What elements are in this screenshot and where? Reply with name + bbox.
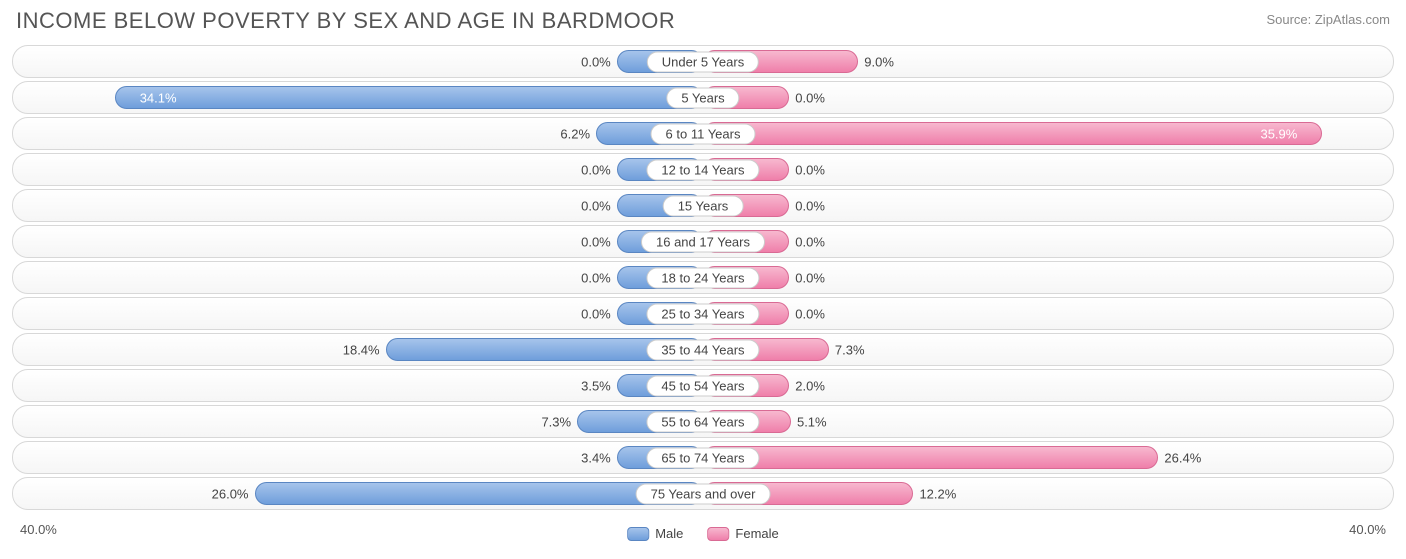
- value-label-female: 35.9%: [1260, 126, 1297, 141]
- category-label: 6 to 11 Years: [651, 123, 756, 144]
- legend-swatch-male: [627, 527, 649, 541]
- chart-row: 3.4% 26.4% 65 to 74 Years: [12, 441, 1394, 474]
- category-label: 45 to 54 Years: [646, 375, 759, 396]
- chart-row: 0.0% 0.0% 15 Years: [12, 189, 1394, 222]
- value-label-female: 0.0%: [795, 162, 825, 177]
- chart-row: 6.2% 35.9% 6 to 11 Years: [12, 117, 1394, 150]
- value-label-male: 34.1%: [140, 90, 177, 105]
- bar-female: [703, 446, 1158, 469]
- value-label-male: 26.0%: [212, 486, 249, 501]
- category-label: 5 Years: [666, 87, 739, 108]
- value-label-female: 0.0%: [795, 306, 825, 321]
- value-label-male: 0.0%: [581, 162, 611, 177]
- category-label: 18 to 24 Years: [646, 267, 759, 288]
- value-label-female: 7.3%: [835, 342, 865, 357]
- category-label: 16 and 17 Years: [641, 231, 765, 252]
- value-label-male: 3.4%: [581, 450, 611, 465]
- bar-female: [703, 122, 1322, 145]
- value-label-female: 9.0%: [864, 54, 894, 69]
- chart-row: 18.4% 7.3% 35 to 44 Years: [12, 333, 1394, 366]
- axis-label-left: 40.0%: [20, 522, 57, 537]
- legend-item-female: Female: [707, 526, 778, 541]
- category-label: 25 to 34 Years: [646, 303, 759, 324]
- value-label-male: 6.2%: [560, 126, 590, 141]
- legend-swatch-female: [707, 527, 729, 541]
- value-label-male: 7.3%: [541, 414, 571, 429]
- value-label-male: 0.0%: [581, 234, 611, 249]
- value-label-male: 0.0%: [581, 306, 611, 321]
- value-label-female: 2.0%: [795, 378, 825, 393]
- legend-item-male: Male: [627, 526, 683, 541]
- chart-row: 0.0% 9.0% Under 5 Years: [12, 45, 1394, 78]
- chart-row: 7.3% 5.1% 55 to 64 Years: [12, 405, 1394, 438]
- value-label-male: 18.4%: [343, 342, 380, 357]
- chart-title: INCOME BELOW POVERTY BY SEX AND AGE IN B…: [16, 8, 675, 34]
- value-label-female: 0.0%: [795, 90, 825, 105]
- value-label-female: 5.1%: [797, 414, 827, 429]
- value-label-female: 0.0%: [795, 234, 825, 249]
- chart-row: 0.0% 0.0% 25 to 34 Years: [12, 297, 1394, 330]
- chart-row: 0.0% 0.0% 16 and 17 Years: [12, 225, 1394, 258]
- legend: Male Female: [627, 526, 779, 541]
- value-label-female: 26.4%: [1164, 450, 1201, 465]
- legend-label-female: Female: [735, 526, 778, 541]
- category-label: 55 to 64 Years: [646, 411, 759, 432]
- value-label-female: 12.2%: [919, 486, 956, 501]
- legend-label-male: Male: [655, 526, 683, 541]
- chart-area: 0.0% 9.0% Under 5 Years 34.1% 0.0% 5 Years 6.2…: [12, 45, 1394, 514]
- bar-male: [115, 86, 703, 109]
- value-label-female: 0.0%: [795, 270, 825, 285]
- value-label-male: 3.5%: [581, 378, 611, 393]
- value-label-female: 0.0%: [795, 198, 825, 213]
- chart-row: 0.0% 0.0% 18 to 24 Years: [12, 261, 1394, 294]
- chart-row: 0.0% 0.0% 12 to 14 Years: [12, 153, 1394, 186]
- value-label-male: 0.0%: [581, 270, 611, 285]
- category-label: 15 Years: [663, 195, 744, 216]
- chart-row: 34.1% 0.0% 5 Years: [12, 81, 1394, 114]
- chart-row: 26.0% 12.2% 75 Years and over: [12, 477, 1394, 510]
- chart-source: Source: ZipAtlas.com: [1266, 12, 1390, 27]
- value-label-male: 0.0%: [581, 198, 611, 213]
- chart-row: 3.5% 2.0% 45 to 54 Years: [12, 369, 1394, 402]
- category-label: 65 to 74 Years: [646, 447, 759, 468]
- category-label: 12 to 14 Years: [646, 159, 759, 180]
- category-label: 35 to 44 Years: [646, 339, 759, 360]
- value-label-male: 0.0%: [581, 54, 611, 69]
- category-label: Under 5 Years: [647, 51, 759, 72]
- axis-label-right: 40.0%: [1349, 522, 1386, 537]
- category-label: 75 Years and over: [636, 483, 771, 504]
